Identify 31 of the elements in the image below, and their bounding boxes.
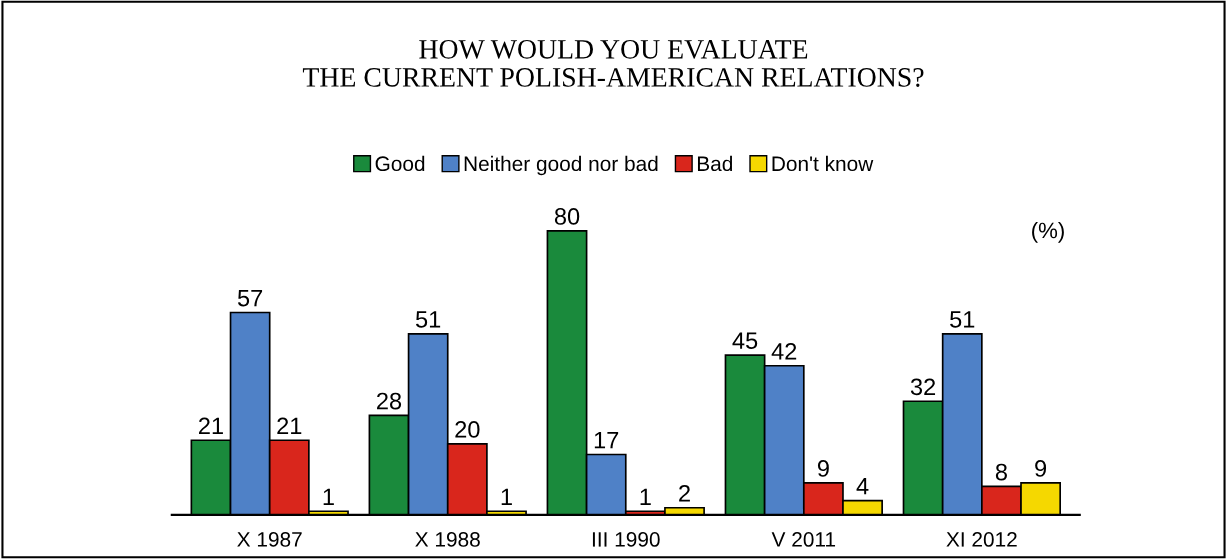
legend-label: Neither good nor bad bbox=[464, 155, 658, 176]
annotation: (%) bbox=[1032, 222, 1064, 243]
legend-label: Bad bbox=[697, 155, 732, 172]
data-label: 8 bbox=[995, 463, 1007, 481]
data-label: 21 bbox=[277, 417, 302, 434]
data-label: 20 bbox=[455, 421, 480, 438]
data-label: 28 bbox=[377, 392, 402, 410]
data-label: 51 bbox=[415, 311, 441, 328]
data-label: 21 bbox=[199, 417, 223, 434]
data-label: 1 bbox=[501, 488, 512, 505]
data-label: 4 bbox=[856, 478, 869, 495]
data-label: 80 bbox=[554, 208, 580, 225]
chart-title: HOW WOULD YOU EVALUATE THE CURRENT POLISH-AMERICAN RELATIONS? bbox=[302, 40, 924, 87]
data-label: 57 bbox=[237, 289, 263, 307]
data-label: 2 bbox=[679, 484, 690, 502]
x-tick-label: XI 2012 bbox=[946, 532, 1017, 547]
data-label: 51 bbox=[950, 311, 975, 328]
x-tick-label: V 2011 bbox=[771, 532, 836, 547]
data-label: 9 bbox=[1035, 460, 1047, 477]
data-label: 1 bbox=[323, 488, 334, 505]
legend-label: Don't know bbox=[772, 155, 874, 172]
x-tick-label: X 1987 bbox=[237, 532, 302, 547]
data-label: 32 bbox=[910, 378, 936, 396]
data-label: 1 bbox=[640, 488, 651, 505]
x-tick-label: X 1988 bbox=[415, 532, 480, 547]
legend-label: Good bbox=[375, 155, 425, 172]
data-label: 42 bbox=[771, 342, 797, 360]
data-label: 45 bbox=[732, 332, 758, 350]
data-label: 9 bbox=[817, 460, 829, 477]
x-tick-label: III 1990 bbox=[592, 532, 660, 547]
data-label: 17 bbox=[594, 431, 619, 449]
